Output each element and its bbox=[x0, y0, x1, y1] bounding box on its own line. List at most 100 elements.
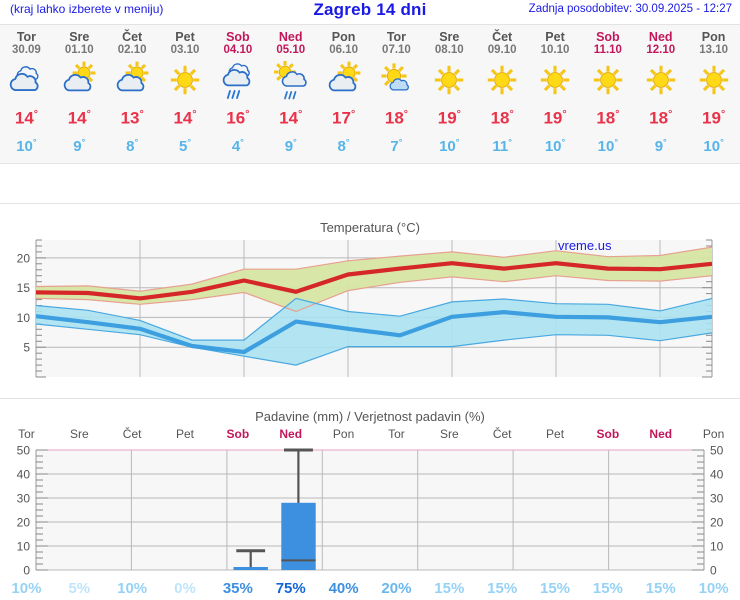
max-temperature-value: 16 bbox=[226, 108, 246, 128]
max-temperature: 14° bbox=[159, 102, 212, 131]
precip-probability-4: 0% bbox=[174, 580, 196, 597]
day-of-week: Ned bbox=[648, 30, 673, 44]
max-temperature-value: 18 bbox=[596, 108, 616, 128]
section-divider bbox=[0, 203, 740, 204]
precipitation-chart-title-text: Padavine (mm) / Verjetnost padavin (%) bbox=[255, 409, 485, 424]
min-temperature-value: 8 bbox=[337, 137, 346, 155]
day-of-week: Pet bbox=[545, 30, 565, 44]
day-date: 05.10 bbox=[276, 44, 306, 56]
day-date: 30.09 bbox=[12, 44, 41, 56]
max-temperature-value: 19 bbox=[543, 108, 563, 128]
degree-symbol: ° bbox=[720, 108, 726, 120]
min-temperature-value: 10 bbox=[439, 137, 456, 155]
precip-day-label-13: Ned bbox=[649, 427, 673, 441]
max-temperature-value: 17 bbox=[332, 108, 351, 128]
precipitation-day-labels: Tor Sre Čet Pet Sob Ned Pon Tor Sre Čet Pet Sob Ned P… bbox=[0, 427, 740, 443]
min-temperature-value: 9 bbox=[73, 137, 82, 155]
min-temperature: 7° bbox=[370, 131, 423, 158]
degree-symbol: ° bbox=[240, 136, 244, 147]
degree-symbol: ° bbox=[615, 108, 620, 120]
degree-symbol: ° bbox=[298, 108, 303, 120]
svg-text:20: 20 bbox=[17, 251, 31, 265]
max-temperature: 14° bbox=[0, 102, 53, 131]
degree-symbol: ° bbox=[720, 136, 724, 147]
temperature-chart-title: Temperatura (°C) bbox=[0, 220, 740, 235]
sun-cloud-icon bbox=[106, 60, 159, 102]
day-date: 06.10 bbox=[329, 44, 358, 56]
degree-symbol: ° bbox=[614, 136, 619, 147]
precip-probability-10: 15% bbox=[487, 580, 518, 597]
min-temperature-value: 10 bbox=[544, 137, 562, 155]
min-temperature-value: 9 bbox=[654, 137, 664, 155]
svg-text:5: 5 bbox=[23, 341, 30, 355]
forecast-day-13: Ned 12.10 18° 9° bbox=[634, 25, 687, 163]
max-temperature-value: 14 bbox=[67, 108, 87, 128]
forecast-day-3: Čet 02.10 13° 8° bbox=[106, 25, 159, 163]
min-temperature: 10° bbox=[687, 131, 740, 158]
min-temperature: 9° bbox=[634, 131, 687, 158]
forecast-day-7: Pon 06.10 17° 8° bbox=[317, 25, 370, 163]
svg-text:0: 0 bbox=[710, 564, 717, 578]
cloudy-icon bbox=[0, 60, 53, 102]
forecast-day-9: Sre 08.10 19° 10° bbox=[423, 25, 476, 163]
sun-cloud-rain-icon bbox=[264, 60, 317, 102]
precip-probability-8: 20% bbox=[381, 580, 412, 597]
svg-text:50: 50 bbox=[710, 446, 724, 458]
forecast-day-5: Sob 04.10 16° 4° bbox=[211, 25, 264, 163]
min-temperature: 11° bbox=[476, 131, 529, 158]
max-temperature-value: 19 bbox=[702, 108, 721, 128]
precip-probability-3: 10% bbox=[117, 580, 148, 597]
precip-probability-13: 15% bbox=[645, 580, 676, 597]
precip-probability-5: 35% bbox=[222, 580, 253, 597]
precip-probability-2: 5% bbox=[68, 580, 91, 597]
min-temperature-value: 4 bbox=[231, 137, 241, 155]
svg-text:10: 10 bbox=[17, 540, 31, 554]
max-temperature-value: 14 bbox=[279, 108, 299, 128]
sun-cloud-icon bbox=[317, 60, 370, 102]
precip-day-label-7: Pon bbox=[332, 427, 355, 441]
sun-icon bbox=[687, 60, 740, 102]
min-temperature-value: 10 bbox=[597, 137, 615, 155]
degree-symbol: ° bbox=[398, 136, 403, 147]
min-temperature-value: 11 bbox=[492, 137, 509, 155]
degree-symbol: ° bbox=[456, 108, 461, 120]
precip-day-label-1: Tor bbox=[18, 427, 35, 441]
forecast-day-14: Pon 13.10 19° 10° bbox=[687, 25, 740, 163]
min-temperature-value: 7 bbox=[390, 137, 399, 155]
max-temperature-value: 14 bbox=[14, 108, 34, 128]
precip-day-label-2: Sre bbox=[69, 427, 89, 441]
day-date: 08.10 bbox=[434, 44, 464, 56]
min-temperature: 10° bbox=[0, 131, 53, 158]
max-temperature-value: 13 bbox=[120, 108, 140, 128]
degree-symbol: ° bbox=[192, 108, 197, 120]
max-temperature: 17° bbox=[317, 102, 370, 131]
svg-text:20: 20 bbox=[710, 516, 724, 530]
temperature-chart-title-text: Temperatura (°C) bbox=[320, 220, 420, 235]
min-temperature: 8° bbox=[317, 131, 370, 158]
day-date: 01.10 bbox=[64, 44, 94, 56]
degree-symbol: ° bbox=[293, 136, 297, 147]
day-of-week: Sob bbox=[596, 30, 620, 44]
precip-day-label-14: Pon bbox=[702, 427, 725, 441]
sun-small-cloud-icon bbox=[370, 60, 423, 102]
precip-probability-14: 10% bbox=[698, 580, 729, 597]
degree-symbol: ° bbox=[403, 108, 409, 120]
temperature-chart: 5 10 15 20 vreme.us bbox=[0, 236, 740, 384]
day-date: 13.10 bbox=[699, 44, 728, 56]
precip-day-label-6: Ned bbox=[279, 427, 303, 441]
precip-day-label-4: Pet bbox=[176, 427, 195, 441]
day-of-week: Tor bbox=[386, 30, 407, 44]
day-of-week: Sob bbox=[226, 30, 250, 44]
degree-symbol: ° bbox=[663, 136, 667, 147]
precip-day-label-3: Čet bbox=[122, 427, 142, 441]
precipitation-chart: 0 0 10 10 20 20 30 30 40 40 50 50 bbox=[0, 444, 740, 578]
sun-icon bbox=[529, 60, 582, 102]
cloud-rain-icon bbox=[211, 60, 264, 102]
precip-probability-11: 15% bbox=[540, 580, 571, 597]
svg-text:15: 15 bbox=[17, 281, 31, 295]
min-temperature: 4° bbox=[211, 131, 264, 158]
sun-icon bbox=[476, 60, 529, 102]
max-temperature: 18° bbox=[370, 102, 423, 131]
max-temperature-value: 19 bbox=[437, 108, 457, 128]
